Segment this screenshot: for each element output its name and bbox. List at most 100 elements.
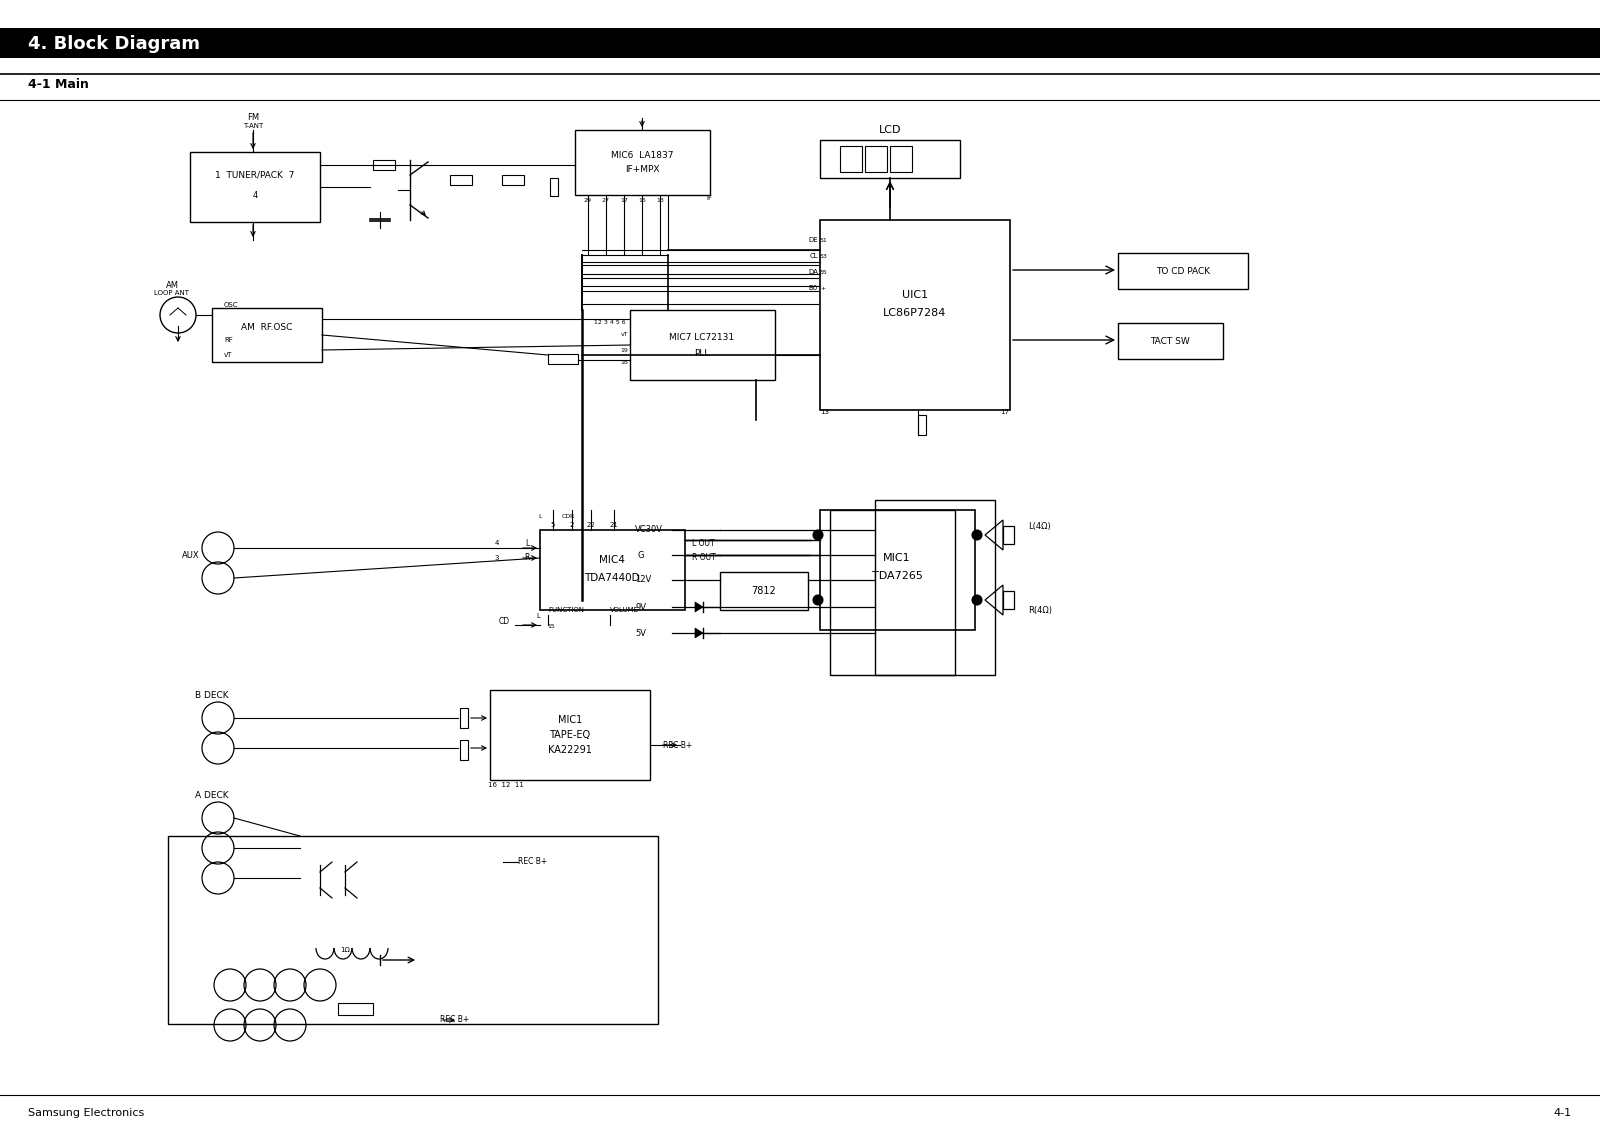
Text: 2: 2 [570,522,574,528]
Text: AM  RF.OSC: AM RF.OSC [242,324,293,333]
Text: PLL: PLL [694,349,710,358]
Bar [450,175,472,185]
Bar [502,175,525,185]
Bar [461,708,467,728]
Circle shape [813,595,822,604]
Text: 1Ω: 1Ω [339,947,350,953]
Text: vT: vT [224,352,232,358]
Text: A DECK: A DECK [195,790,229,799]
Text: TAPE-EQ: TAPE-EQ [549,730,590,740]
Text: 7812: 7812 [752,586,776,597]
Text: REC B+: REC B+ [440,1015,469,1024]
Text: 21: 21 [610,522,619,528]
Text: KA22291: KA22291 [549,745,592,755]
Text: B0: B0 [808,285,818,291]
Text: RF: RF [224,337,232,343]
Text: L(4Ω): L(4Ω) [1027,522,1051,531]
Text: 51: 51 [819,238,827,242]
Text: T-ANT: T-ANT [243,123,262,129]
Text: 1  TUNER/PACK  7: 1 TUNER/PACK 7 [216,171,294,180]
Text: 27: 27 [602,197,610,203]
Text: UIC1: UIC1 [902,290,928,300]
Polygon shape [694,602,702,612]
Text: R(4Ω): R(4Ω) [1027,606,1053,615]
Bar [875,500,995,675]
Text: REC B+: REC B+ [662,740,693,749]
Text: LCD: LCD [878,125,901,135]
Text: TO CD PACK: TO CD PACK [1155,266,1210,275]
Text: VC30V: VC30V [635,525,662,534]
Text: B DECK: B DECK [195,691,229,700]
Text: L OUT: L OUT [691,539,715,548]
Bar [1003,591,1013,609]
Circle shape [813,530,822,540]
Text: 4: 4 [494,540,499,546]
Bar [550,178,558,196]
Text: 12 3 4 5 6: 12 3 4 5 6 [594,319,626,325]
Text: IF: IF [706,195,712,201]
Text: FM: FM [246,113,259,122]
Text: IF+MPX: IF+MPX [624,165,659,174]
Text: L: L [538,514,542,518]
Text: VOLUME: VOLUME [610,607,638,614]
Bar [461,740,467,760]
Text: +: + [819,285,826,291]
Text: 16: 16 [638,197,646,203]
Text: DA: DA [808,269,818,275]
Bar [0,28,1600,58]
Text: R: R [525,554,530,563]
Bar [190,152,320,222]
Text: 22: 22 [587,522,595,528]
Text: 13: 13 [656,197,664,203]
Text: TACT SW: TACT SW [1150,336,1190,345]
Text: L: L [536,614,541,619]
Bar [840,146,862,172]
Text: 19: 19 [621,348,627,352]
Text: 17: 17 [621,197,627,203]
Bar [338,1003,373,1015]
Text: 4: 4 [253,190,258,199]
Text: 4. Block Diagram: 4. Block Diagram [29,35,200,53]
Bar [819,140,960,178]
Text: 5V: 5V [635,628,646,637]
Text: MIC1: MIC1 [558,715,582,724]
Text: CD: CD [499,617,510,626]
Text: 53: 53 [819,254,827,258]
Bar [918,415,926,435]
Text: REC B+: REC B+ [518,858,547,866]
Text: 5: 5 [550,522,555,528]
Text: Samsung Electronics: Samsung Electronics [29,1108,144,1118]
Text: 3: 3 [494,555,499,561]
Text: OSC: OSC [224,302,238,308]
Bar [1118,323,1222,359]
Text: FUNCTION: FUNCTION [547,607,584,614]
Bar [1118,252,1248,289]
Bar [819,511,974,631]
Bar [1003,526,1013,544]
Text: 18: 18 [621,360,627,365]
Bar [866,146,886,172]
Text: 17: 17 [1000,409,1010,415]
Text: TDA7265: TDA7265 [872,571,923,581]
Bar [541,530,685,610]
Text: R OUT: R OUT [691,552,715,561]
Text: LC86P7284: LC86P7284 [883,308,947,318]
Text: LOOP ANT: LOOP ANT [155,290,189,295]
Text: 13: 13 [821,409,829,415]
Text: 4-1: 4-1 [1554,1108,1571,1118]
Text: 12V: 12V [635,575,651,584]
Text: CD: CD [562,514,571,518]
Text: G: G [638,550,645,559]
Polygon shape [694,628,702,638]
Text: MIC4: MIC4 [598,555,626,565]
Circle shape [973,530,982,540]
Bar [830,511,955,675]
Text: DE: DE [808,237,818,243]
Text: AUX: AUX [182,550,200,559]
Text: R: R [570,514,574,518]
Bar [574,130,710,195]
Text: 4-1 Main: 4-1 Main [29,77,90,91]
Bar [720,572,808,610]
Bar [168,837,658,1024]
Bar [890,146,912,172]
